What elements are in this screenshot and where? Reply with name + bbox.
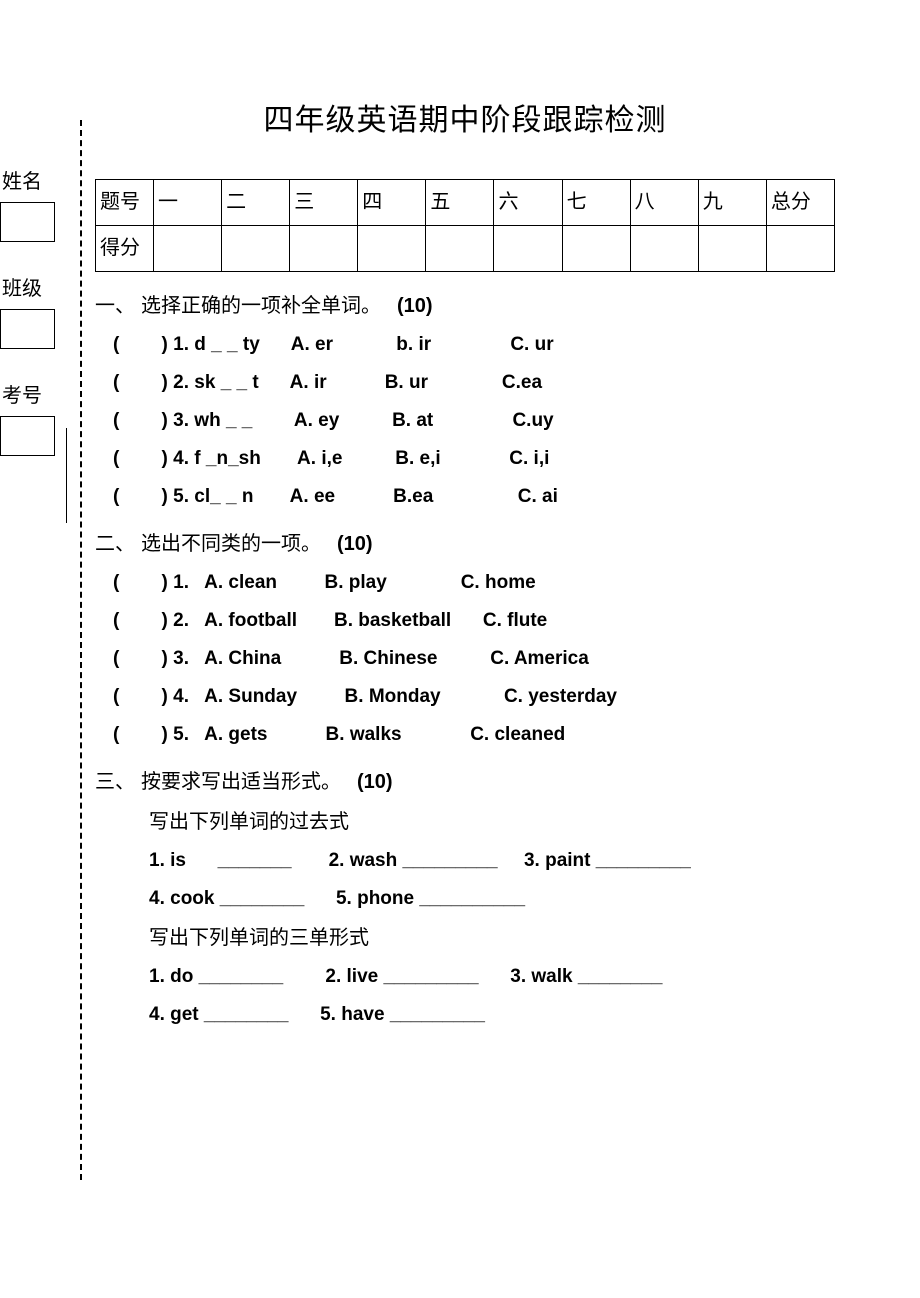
section-number: 二、 xyxy=(95,524,141,564)
question-item: ( ) 5. cl_ _ n A. ee B.ea C. ai xyxy=(95,478,835,516)
score-cell[interactable] xyxy=(562,226,630,272)
row-label: 得分 xyxy=(96,226,154,272)
section-points: (10) xyxy=(337,533,373,555)
fill-line: 1. do ________ 2. live _________ 3. walk… xyxy=(95,958,835,996)
sub-heading: 写出下列单词的过去式 xyxy=(95,802,835,842)
sub-heading: 写出下列单词的三单形式 xyxy=(95,918,835,958)
fill-line: 4. get ________ 5. have _________ xyxy=(95,996,835,1034)
section-title: 选择正确的一项补全单词。 xyxy=(141,295,381,317)
fill-line: 1. is _______ 2. wash _________ 3. paint… xyxy=(95,842,835,880)
score-cell[interactable] xyxy=(290,226,358,272)
col-head: 六 xyxy=(494,180,562,226)
col-head: 一 xyxy=(154,180,222,226)
section-head: 三、按要求写出适当形式。 (10) xyxy=(95,762,835,802)
col-head: 二 xyxy=(222,180,290,226)
section-number: 三、 xyxy=(95,762,141,802)
section-head: 二、选出不同类的一项。 (10) xyxy=(95,524,835,564)
col-head: 七 xyxy=(562,180,630,226)
question-item: ( ) 2. sk _ _ t A. ir B. ur C.ea xyxy=(95,364,835,402)
table-header-row: 题号 一 二 三 四 五 六 七 八 九 总分 xyxy=(96,180,835,226)
section-points: (10) xyxy=(357,771,393,793)
col-head: 八 xyxy=(630,180,698,226)
cut-line xyxy=(80,120,82,1180)
question-item: ( ) 1. A. clean B. play C. home xyxy=(95,564,835,602)
name-field[interactable] xyxy=(0,202,55,242)
class-field[interactable] xyxy=(0,309,55,349)
section-number: 一、 xyxy=(95,286,141,326)
question-item: ( ) 4. f _n_sh A. i,e B. e,i C. i,i xyxy=(95,440,835,478)
sidebar: 姓名 班级 考号 xyxy=(0,165,70,486)
score-cell[interactable] xyxy=(358,226,426,272)
question-item: ( ) 2. A. football B. basketball C. flut… xyxy=(95,602,835,640)
score-cell[interactable] xyxy=(494,226,562,272)
section-2: 二、选出不同类的一项。 (10) ( ) 1. A. clean B. play … xyxy=(95,524,835,754)
col-head: 三 xyxy=(290,180,358,226)
score-cell[interactable] xyxy=(630,226,698,272)
section-title: 选出不同类的一项。 xyxy=(141,533,321,555)
examno-field[interactable] xyxy=(0,416,55,456)
col-head: 五 xyxy=(426,180,494,226)
row-label: 题号 xyxy=(96,180,154,226)
side-line xyxy=(66,428,67,523)
section-points: (10) xyxy=(397,295,433,317)
col-head: 四 xyxy=(358,180,426,226)
examno-label: 考号 xyxy=(0,379,70,408)
col-head: 九 xyxy=(698,180,766,226)
question-item: ( ) 1. d _ _ ty A. er b. ir C. ur xyxy=(95,326,835,364)
score-cell[interactable] xyxy=(766,226,834,272)
score-cell[interactable] xyxy=(698,226,766,272)
score-table: 题号 一 二 三 四 五 六 七 八 九 总分 得分 xyxy=(95,179,835,272)
section-head: 一、选择正确的一项补全单词。 (10) xyxy=(95,286,835,326)
score-cell[interactable] xyxy=(426,226,494,272)
name-label: 姓名 xyxy=(0,165,70,194)
main-content: 四年级英语期中阶段跟踪检测 题号 一 二 三 四 五 六 七 八 九 总分 得分 xyxy=(95,95,835,1038)
question-item: ( ) 3. wh _ _ A. ey B. at C.uy xyxy=(95,402,835,440)
col-head: 总分 xyxy=(766,180,834,226)
score-cell[interactable] xyxy=(154,226,222,272)
table-score-row: 得分 xyxy=(96,226,835,272)
page-title: 四年级英语期中阶段跟踪检测 xyxy=(95,95,835,139)
section-3: 三、按要求写出适当形式。 (10) 写出下列单词的过去式 1. is ______… xyxy=(95,762,835,1034)
section-1: 一、选择正确的一项补全单词。 (10) ( ) 1. d _ _ ty A. er… xyxy=(95,286,835,516)
question-item: ( ) 5. A. gets B. walks C. cleaned xyxy=(95,716,835,754)
class-label: 班级 xyxy=(0,272,70,301)
score-cell[interactable] xyxy=(222,226,290,272)
question-item: ( ) 3. A. China B. Chinese C. America xyxy=(95,640,835,678)
section-title: 按要求写出适当形式。 xyxy=(141,771,341,793)
question-item: ( ) 4. A. Sunday B. Monday C. yesterday xyxy=(95,678,835,716)
fill-line: 4. cook ________ 5. phone __________ xyxy=(95,880,835,918)
